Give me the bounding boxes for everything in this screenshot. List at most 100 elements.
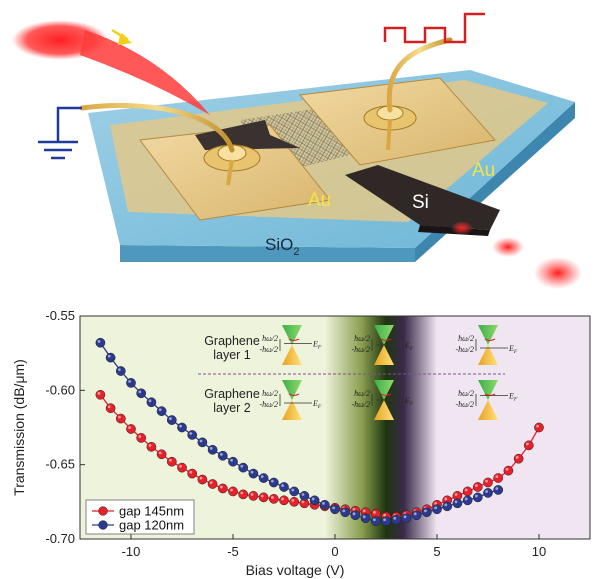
x-tick-label: -5 — [227, 544, 239, 559]
x-axis-title: Bias voltage (V) — [246, 562, 345, 578]
data-point — [452, 498, 463, 509]
upper-cone — [282, 325, 302, 345]
sio2-label-base: SiO — [265, 235, 293, 254]
data-point-highlight — [189, 470, 193, 474]
data-point-highlight — [179, 464, 183, 468]
si-label: Si — [412, 192, 429, 213]
data-point-highlight — [352, 512, 356, 516]
inset-upper-label: ħω/2 — [262, 389, 278, 398]
data-point — [207, 479, 218, 489]
device-illustration: Au Au Si SiO2 — [12, 12, 582, 289]
sio2-label: SiO2 — [265, 235, 299, 258]
inset-fermi-label: EF — [312, 340, 322, 351]
data-point — [483, 477, 493, 488]
layer-label-line: layer 2 — [213, 401, 251, 415]
inset-upper-label: ħω/2 — [458, 334, 474, 343]
data-point-highlight — [301, 500, 305, 504]
data-point — [523, 440, 534, 451]
data-point — [238, 462, 249, 473]
data-point-highlight — [158, 408, 162, 412]
layer-label-line: Graphene — [204, 334, 260, 348]
data-point-highlight — [199, 476, 203, 480]
y-tick-label: -0.65 — [45, 457, 75, 472]
data-point — [472, 492, 483, 503]
data-point-highlight — [281, 497, 284, 501]
au-label-left: Au — [308, 190, 331, 211]
data-point-highlight — [107, 354, 111, 358]
data-point — [95, 389, 106, 400]
data-point — [462, 495, 473, 506]
series-group — [95, 337, 544, 527]
data-point-highlight — [464, 488, 468, 492]
data-point — [340, 507, 351, 518]
x-tick-label: 5 — [433, 544, 440, 559]
data-point — [248, 491, 259, 501]
legend-label: gap 145nm — [119, 504, 184, 519]
lower-cone — [282, 400, 302, 420]
inset-upper-label: ħω/2 — [354, 334, 370, 343]
data-point — [115, 366, 126, 376]
data-point-highlight — [424, 509, 427, 513]
data-point — [493, 473, 504, 483]
data-point-highlight — [301, 493, 305, 496]
lower-cone — [282, 345, 302, 365]
legend-label: gap 120nm — [119, 518, 184, 533]
data-point-highlight — [240, 464, 244, 468]
data-point — [177, 422, 187, 433]
data-point — [177, 462, 187, 473]
data-point — [462, 486, 473, 497]
data-point-highlight — [444, 503, 448, 507]
data-point — [228, 486, 238, 497]
data-point — [421, 507, 432, 518]
data-point-highlight — [128, 380, 132, 383]
data-point — [217, 450, 228, 461]
data-point — [146, 397, 157, 408]
data-point-highlight — [454, 500, 458, 504]
data-point — [432, 504, 442, 515]
lower-cone — [478, 400, 498, 420]
data-point — [483, 488, 493, 498]
data-point — [146, 441, 157, 452]
inset-fermi-label: EF — [508, 392, 518, 403]
data-point-highlight — [281, 484, 284, 487]
data-point — [197, 437, 208, 448]
data-point-highlight — [260, 494, 264, 498]
data-point-highlight — [291, 488, 295, 492]
data-point — [105, 403, 116, 414]
data-point-highlight — [240, 491, 244, 495]
upper-cone — [478, 380, 498, 400]
au-label-right: Au — [472, 160, 495, 181]
data-point — [493, 485, 504, 495]
data-point-highlight — [352, 507, 356, 511]
series-line — [99, 342, 499, 522]
data-point — [166, 415, 177, 425]
data-point — [238, 489, 249, 500]
inset-fermi-label: EF — [404, 396, 414, 407]
data-point — [442, 501, 453, 512]
data-point-highlight — [260, 475, 264, 479]
upper-cone — [374, 380, 394, 400]
data-point-highlight — [209, 481, 213, 484]
data-point — [330, 504, 340, 515]
data-point — [105, 352, 116, 363]
transmission-chart: ħω/2 -ħω/2 EF ħω/2 -ħω/2 EF ħω/2 -ħω/2 EF ħω/2 -ħω… — [11, 308, 591, 578]
layer-label-line: layer 1 — [213, 348, 251, 362]
upper-cone — [374, 325, 394, 345]
data-point — [289, 486, 300, 497]
y-axis-title: Transmission (dB/μm) — [11, 359, 27, 496]
data-point — [156, 406, 167, 416]
data-point — [350, 510, 361, 521]
data-point-highlight — [271, 496, 274, 499]
band-inset: ħω/2 -ħω/2 EF — [351, 325, 414, 365]
data-point — [197, 474, 208, 485]
data-point-highlight — [250, 470, 254, 474]
data-point-highlight — [434, 506, 437, 510]
band-insets: ħω/2 -ħω/2 EF ħω/2 -ħω/2 EF ħω/2 -ħω/2 EF ħω/2 -ħω… — [259, 325, 518, 420]
data-point-highlight — [362, 509, 366, 513]
data-point — [258, 473, 269, 483]
data-point-highlight — [403, 515, 407, 519]
transition-arrow-icon — [288, 393, 300, 397]
data-point-highlight — [128, 426, 132, 429]
band-inset: ħω/2 -ħω/2 EF — [351, 380, 414, 420]
inset-upper-label: ħω/2 — [458, 389, 474, 398]
